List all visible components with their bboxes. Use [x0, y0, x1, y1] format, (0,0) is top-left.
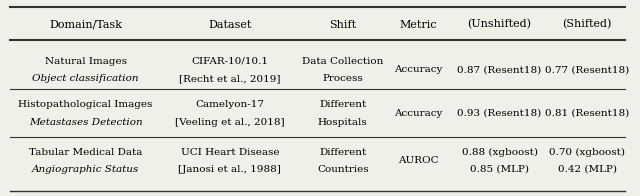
- Text: Domain/Task: Domain/Task: [49, 20, 122, 30]
- Text: 0.81 (Resent18): 0.81 (Resent18): [545, 109, 629, 118]
- Text: Metastases Detection: Metastases Detection: [29, 118, 143, 127]
- Text: Accuracy: Accuracy: [394, 109, 442, 118]
- Text: AUROC: AUROC: [397, 156, 438, 165]
- Text: UCI Heart Disease: UCI Heart Disease: [180, 148, 279, 157]
- Text: Countries: Countries: [317, 165, 369, 174]
- Text: Process: Process: [323, 74, 363, 83]
- Text: Accuracy: Accuracy: [394, 65, 442, 74]
- Text: 0.88 (xgboost): 0.88 (xgboost): [461, 148, 538, 157]
- Text: [Veeling et al., 2018]: [Veeling et al., 2018]: [175, 118, 285, 127]
- Text: Tabular Medical Data: Tabular Medical Data: [29, 148, 142, 157]
- Text: 0.87 (Resent18): 0.87 (Resent18): [458, 65, 541, 74]
- Text: 0.70 (xgboost): 0.70 (xgboost): [549, 148, 625, 157]
- Text: Different: Different: [319, 100, 366, 109]
- Text: Natural Images: Natural Images: [45, 57, 127, 66]
- Text: (Shifted): (Shifted): [563, 19, 612, 30]
- Text: 0.77 (Resent18): 0.77 (Resent18): [545, 65, 629, 74]
- Text: Metric: Metric: [399, 20, 437, 30]
- Text: CIFAR-10/10.1: CIFAR-10/10.1: [191, 57, 268, 66]
- Text: 0.93 (Resent18): 0.93 (Resent18): [458, 109, 541, 118]
- Text: (Unshifted): (Unshifted): [467, 19, 531, 30]
- Text: Dataset: Dataset: [208, 20, 252, 30]
- Text: Shift: Shift: [329, 20, 356, 30]
- Text: Camelyon-17: Camelyon-17: [195, 100, 264, 109]
- Text: Data Collection: Data Collection: [302, 57, 383, 66]
- Text: 0.42 (MLP): 0.42 (MLP): [558, 165, 617, 174]
- Text: Histopathological Images: Histopathological Images: [19, 100, 153, 109]
- Text: 0.85 (MLP): 0.85 (MLP): [470, 165, 529, 174]
- Text: Hospitals: Hospitals: [318, 118, 367, 127]
- Text: [Recht et al., 2019]: [Recht et al., 2019]: [179, 74, 280, 83]
- Text: Different: Different: [319, 148, 366, 157]
- Text: Object classification: Object classification: [33, 74, 139, 83]
- Text: [Janosi et al., 1988]: [Janosi et al., 1988]: [179, 165, 282, 174]
- Text: Angiographic Status: Angiographic Status: [32, 165, 140, 174]
